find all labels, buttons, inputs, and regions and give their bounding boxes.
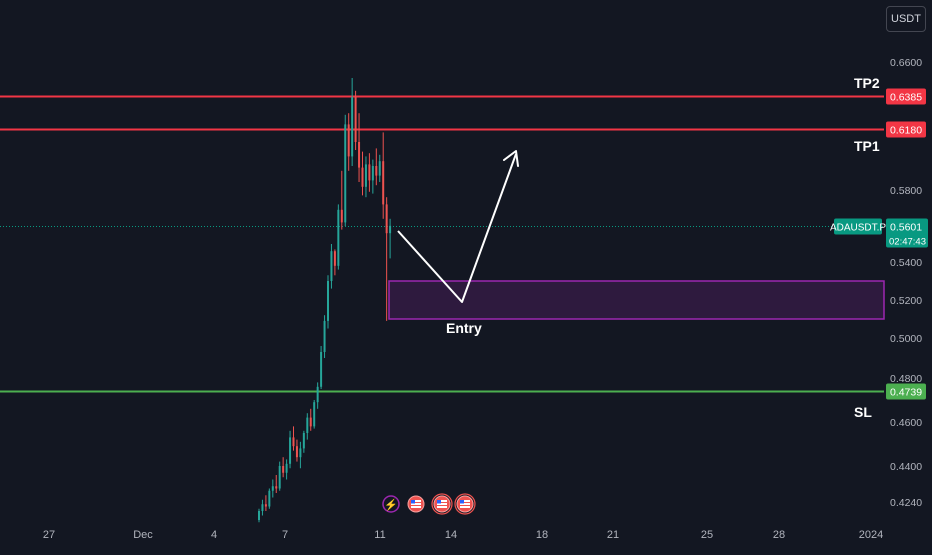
price-axis[interactable]: 0.6600 0.5800 0.5400 0.5200 0.5000 0.4800 0.46… [830, 57, 928, 509]
last-price-label: 0.5601 [890, 222, 922, 234]
candle-body [382, 161, 385, 205]
candle-body [361, 167, 364, 187]
candle-body [264, 504, 267, 507]
entry-label: Entry [446, 320, 482, 336]
time-tick-label: 2024 [859, 529, 883, 541]
candle-body [285, 463, 288, 473]
price-tick-label: 0.4240 [890, 497, 922, 509]
candle-body [368, 164, 371, 181]
entry-zone [388, 280, 885, 320]
price-tick-label: 0.6600 [890, 57, 922, 69]
candle-body [258, 511, 260, 520]
candle-body [354, 97, 357, 142]
countdown-label: 02:47:43 [889, 237, 926, 248]
levels-layer: 0.6385 0.6180 0.4739 TP2 TP1 SL [0, 75, 926, 420]
candle-body [302, 433, 305, 449]
candle-body [320, 352, 323, 387]
price-tick-label: 0.5800 [890, 185, 922, 197]
candle-body [295, 446, 298, 458]
time-tick-label: 14 [445, 529, 457, 541]
candle-body [333, 251, 336, 266]
candle-body [378, 161, 381, 176]
candle-body [289, 437, 292, 464]
time-tick-label: 18 [536, 529, 548, 541]
candle-body [351, 97, 354, 157]
candle-body [292, 437, 295, 447]
price-tick-label: 0.5200 [890, 295, 922, 307]
entry-zone-layer: Entry [388, 280, 885, 336]
lightning-event-icon[interactable] [382, 495, 400, 513]
candles-layer [258, 78, 392, 523]
time-tick-label: 28 [773, 529, 785, 541]
candle-body [271, 486, 274, 491]
candle-body [358, 142, 361, 168]
level-price-label: 0.4739 [890, 387, 922, 399]
candle-body [299, 448, 302, 458]
event-markers[interactable]: ⚡ [382, 493, 476, 515]
price-tick-label: 0.4600 [890, 417, 922, 429]
level-price-label: 0.6385 [890, 92, 922, 104]
candle-body [306, 417, 309, 433]
price-tick-label: 0.5400 [890, 257, 922, 269]
candle-body [323, 320, 326, 352]
candle-body [344, 124, 347, 223]
flag-stripes [411, 500, 421, 508]
symbol-label: ADAUSDT.P [830, 223, 886, 234]
last-price-tag [886, 218, 928, 248]
flag-canton [437, 500, 441, 504]
level-price-tag-tp1 [886, 121, 926, 138]
event-ring [454, 493, 476, 515]
level-price-tag-sl [886, 383, 926, 400]
tp1-label: TP1 [854, 138, 880, 154]
level-price-tag-tp2 [886, 88, 926, 105]
time-axis[interactable]: 27 Dec 4 7 11 14 18 21 25 28 2024 [43, 529, 883, 541]
candle-body [389, 225, 392, 234]
time-tick-label: 4 [211, 529, 217, 541]
candle-body [316, 386, 319, 403]
candle-body [364, 164, 367, 187]
event-ring [431, 493, 453, 515]
symbol-tag [834, 218, 882, 235]
price-tick-label: 0.5000 [890, 333, 922, 345]
price-tick-label: 0.4800 [890, 373, 922, 385]
projection-path [397, 153, 517, 303]
level-price-label: 0.6180 [890, 125, 922, 137]
flag-stripes [437, 500, 447, 508]
time-tick-label: 27 [43, 529, 55, 541]
time-tick-label: 21 [607, 529, 619, 541]
time-tick-label: 7 [282, 529, 288, 541]
arrow-head-icon [503, 150, 519, 167]
time-tick-label: Dec [133, 529, 153, 541]
candle-body [313, 402, 316, 427]
flag-canton [411, 500, 415, 504]
candle-body [261, 504, 264, 511]
candle-body [309, 417, 312, 427]
tp2-label: TP2 [854, 75, 880, 91]
time-tick-label: 11 [374, 529, 385, 541]
candle-body [347, 124, 350, 157]
candle-body [385, 204, 388, 234]
time-tick-label: 25 [701, 529, 713, 541]
lightning-icon: ⚡ [384, 499, 398, 512]
flag-stripes [460, 500, 470, 508]
flag-canton [460, 500, 464, 504]
drawing-layer [397, 150, 519, 303]
price-tick-label: 0.4400 [890, 461, 922, 473]
candle-body [268, 490, 271, 507]
candle-body [371, 166, 374, 181]
candle-body [327, 281, 329, 321]
candle-body [337, 209, 340, 266]
candle-body [340, 209, 343, 223]
candle-body [330, 251, 333, 281]
candle-body [375, 166, 378, 176]
sl-label: SL [854, 404, 872, 420]
candle-body [278, 466, 281, 489]
candle-body [282, 466, 285, 473]
candle-body [275, 486, 278, 489]
currency-button[interactable]: USDT [886, 6, 926, 32]
